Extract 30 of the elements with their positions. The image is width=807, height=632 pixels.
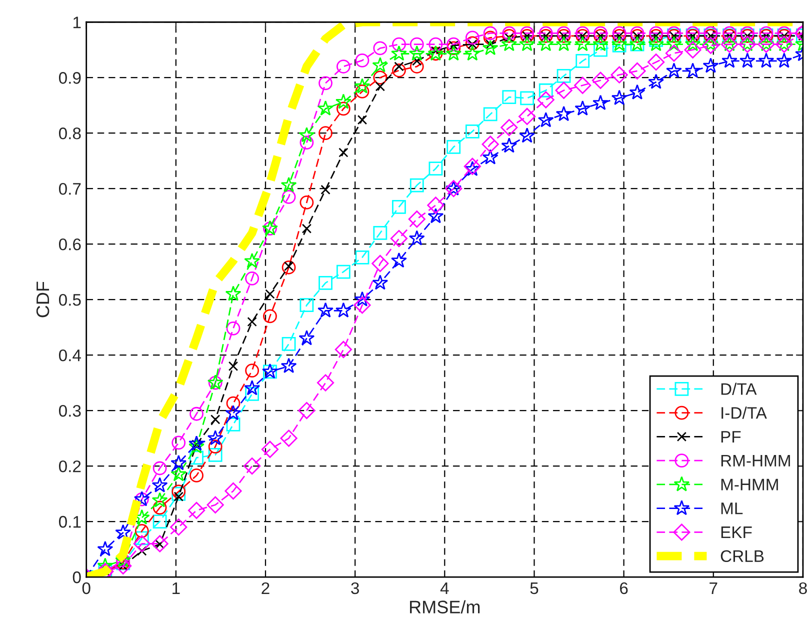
x-tick-label: 2 (262, 582, 270, 594)
legend-label: PF (721, 431, 741, 443)
y-tick-label: 0.5 (58, 294, 81, 306)
x-tick-label: 3 (351, 582, 359, 594)
x-tick-label: 7 (710, 582, 718, 594)
x-axis-title: RMSE/m (410, 600, 480, 614)
y-tick-label: 0.2 (58, 460, 81, 472)
y-axis-title: CDF (36, 282, 50, 318)
y-tick-label: 0 (72, 571, 81, 584)
x-tick-label: 0 (82, 582, 90, 594)
legend-label: D/TA (721, 382, 757, 395)
y-tick-label: 0.4 (58, 349, 81, 362)
x-tick-label: 8 (799, 582, 807, 594)
y-tick-label: 0.1 (58, 516, 81, 528)
y-tick-label: 1 (73, 16, 81, 28)
x-tick-label: 4 (440, 582, 449, 594)
x-tick-label: 5 (530, 582, 538, 594)
legend-label: EKF (721, 526, 752, 538)
x-tick-label: 6 (620, 582, 628, 594)
y-tick-label: 0.9 (58, 72, 81, 84)
x-tick-label: 1 (172, 582, 180, 594)
legend-label: I-D/TA (722, 406, 767, 419)
y-tick-label: 0.6 (58, 238, 81, 250)
y-tick-label: 0.3 (58, 404, 81, 417)
legend-label: ML (721, 502, 743, 514)
legend-label: RM-HMM (721, 454, 790, 466)
legend-label: M-HMM (721, 478, 778, 490)
legend-label: CRLB (720, 550, 764, 562)
y-tick-label: 0.8 (58, 128, 81, 140)
y-tick-label: 0.7 (58, 182, 81, 195)
